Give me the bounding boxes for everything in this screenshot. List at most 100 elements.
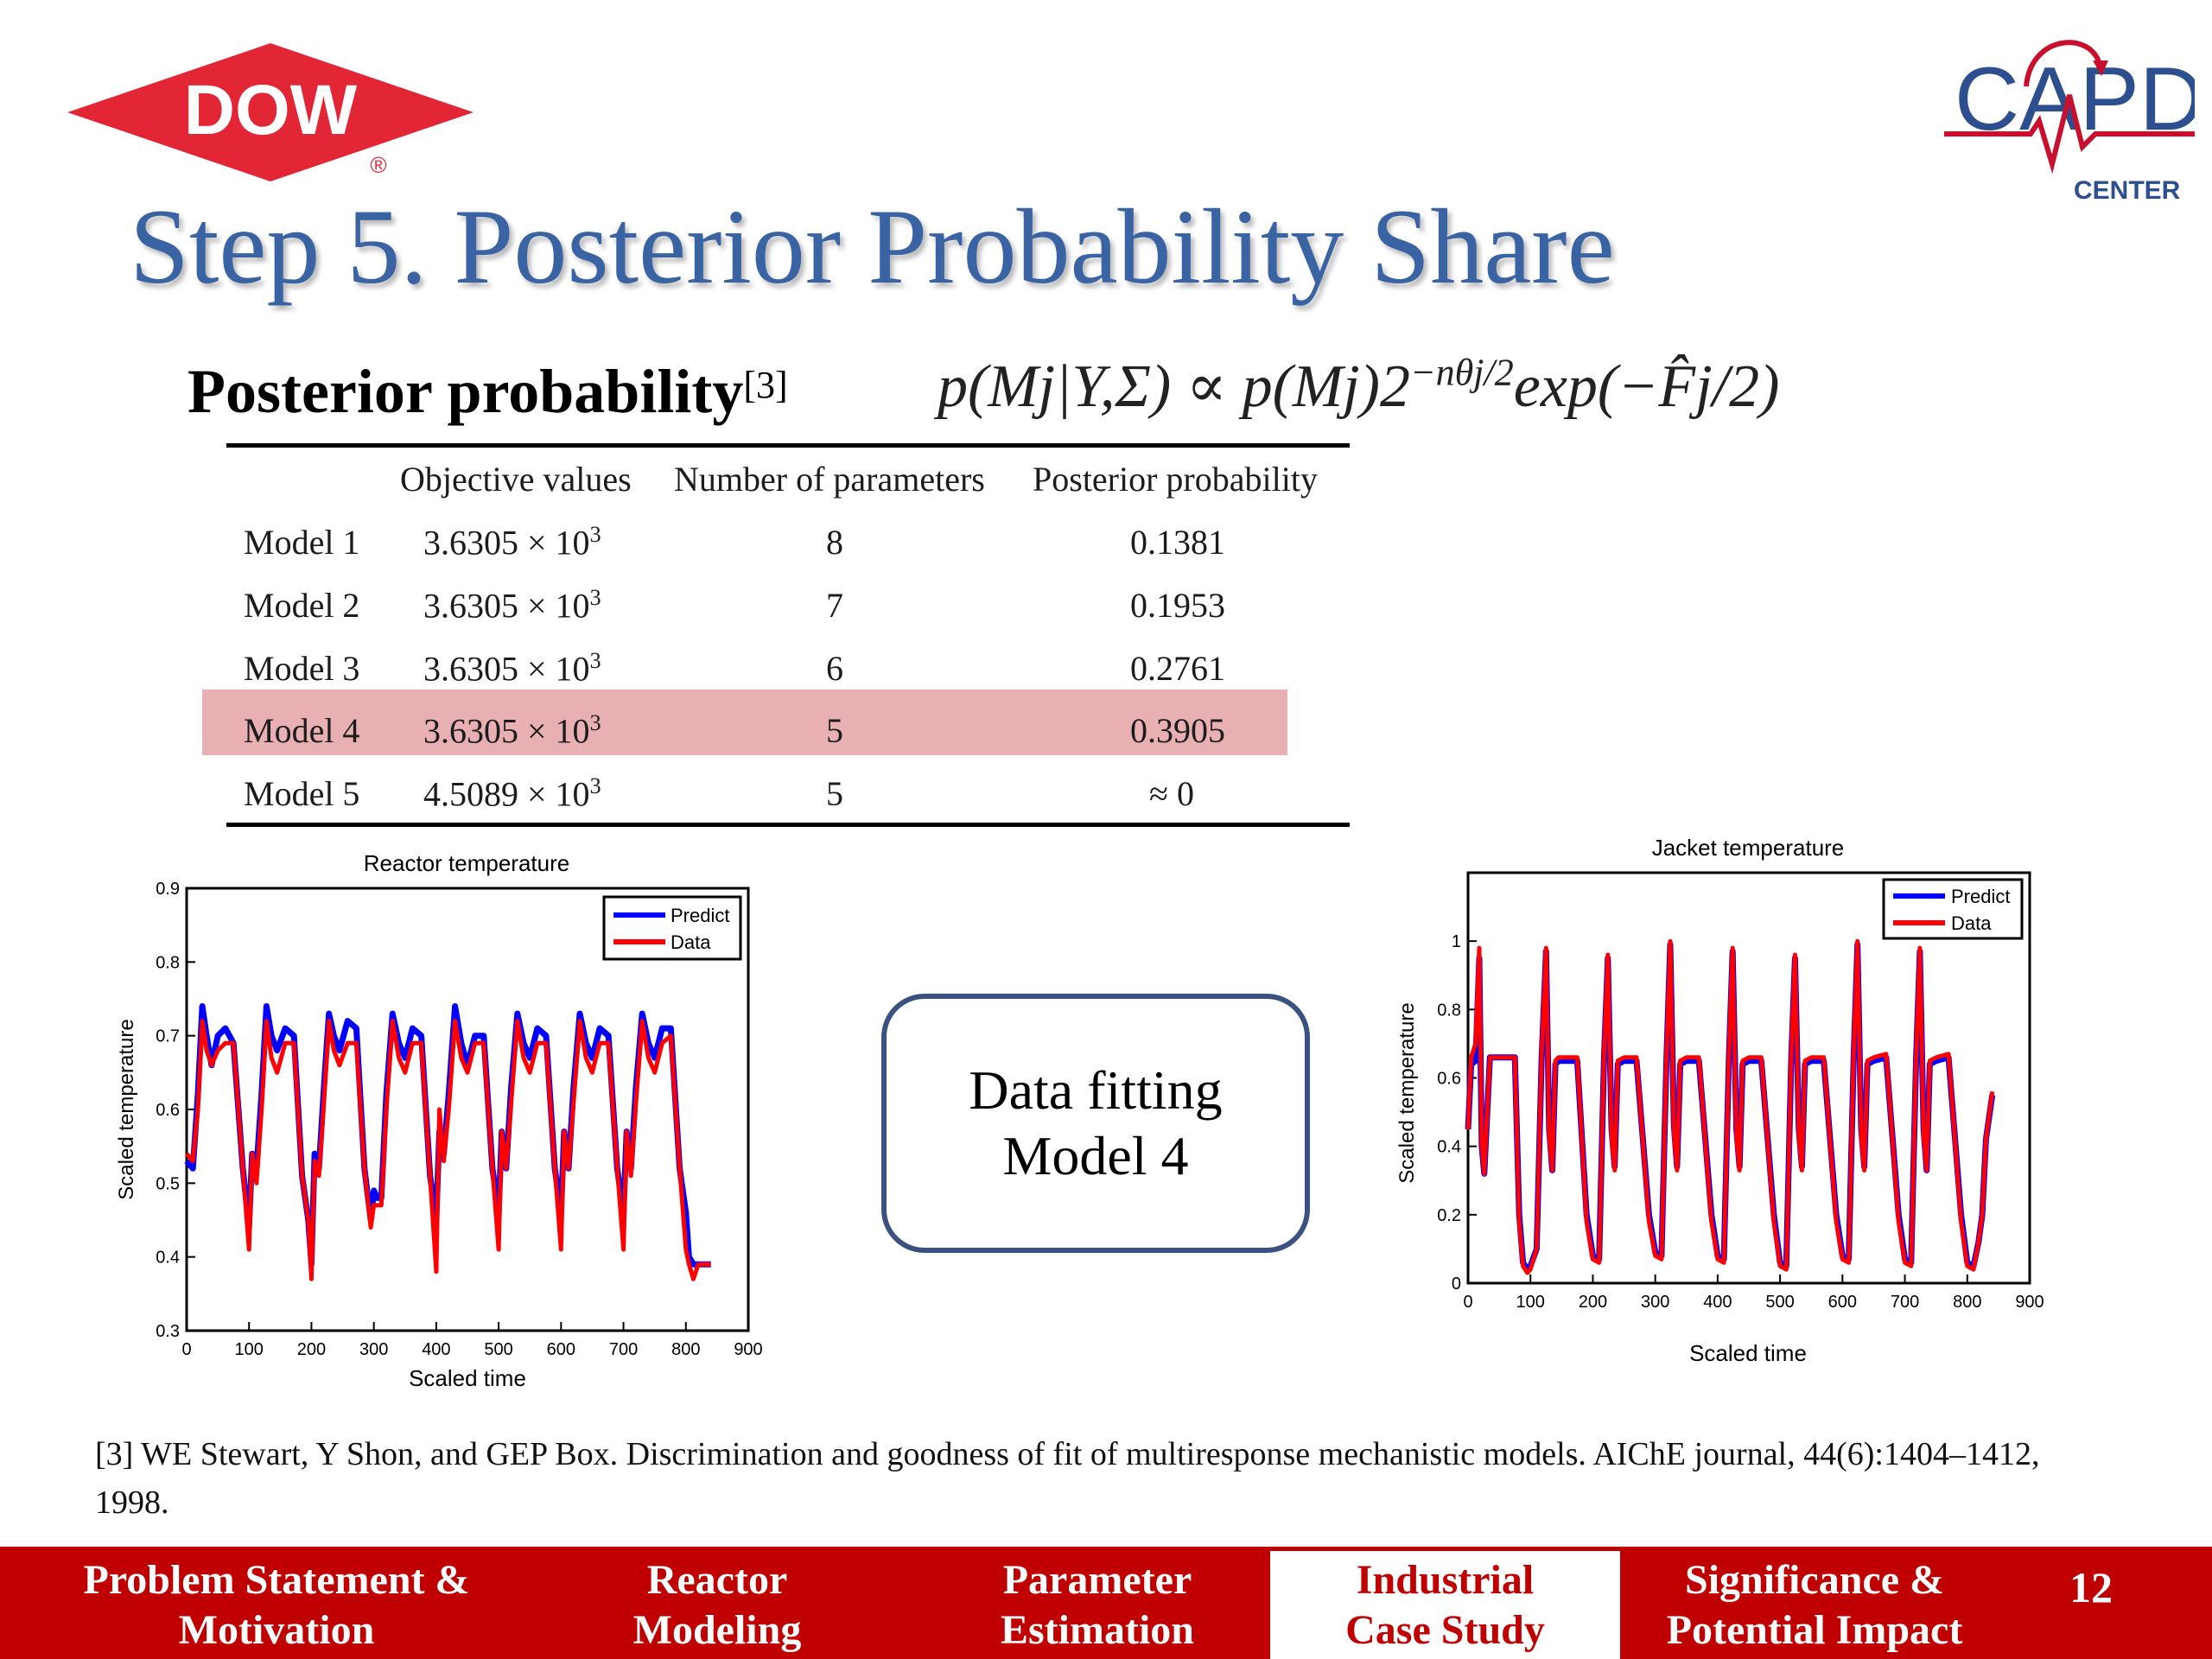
nav-industrial-case-study[interactable]: Industrial Case Study <box>1270 1551 1620 1659</box>
jacket-xtick-label-8: 800 <box>1953 1293 1981 1312</box>
jacket-y-ticks: 0 0.2 0.4 0.6 0.8 1 <box>1437 932 1477 1294</box>
reactor-xtick-label-7: 700 <box>609 1340 638 1359</box>
row5-model: Model 5 <box>244 774 360 813</box>
jacket-ytick-label-0: 0 <box>1452 1274 1461 1294</box>
jacket-xtick-label-3: 300 <box>1641 1293 1669 1312</box>
jacket-ytick-label-4: 0.8 <box>1437 1001 1461 1020</box>
formula-exponent: −nθj/2 <box>1409 351 1514 394</box>
jacket-xtick-label-0: 0 <box>1463 1293 1472 1312</box>
reactor-xtick-label-9: 900 <box>734 1340 762 1359</box>
row1-prob: 0.1381 <box>1130 523 1225 562</box>
reactor-x-ticks: 0 100 200 300 400 500 600 700 800 900 <box>181 1322 763 1359</box>
jacket-plot-area <box>1466 871 2031 1285</box>
reactor-chart-title: Reactor temperature <box>364 850 569 876</box>
footer-bar <box>0 1547 2212 1659</box>
jacket-ytick-label-3: 0.6 <box>1437 1070 1461 1089</box>
row4-prob: 0.3905 <box>1130 711 1225 750</box>
slide-title: Step 5. Posterior Probability Share <box>130 188 1615 306</box>
reactor-ytick-label-2: 0.5 <box>156 1174 180 1193</box>
nav-parameter-estimation[interactable]: Parameter Estimation <box>1000 1556 1194 1653</box>
reactor-x-label: Scaled time <box>409 1365 526 1391</box>
reactor-ytick-label-0: 0.3 <box>156 1322 180 1341</box>
row2-model: Model 2 <box>244 586 360 625</box>
row3-params: 6 <box>826 649 843 688</box>
row5-params: 5 <box>826 774 843 813</box>
jacket-xtick-label-5: 500 <box>1765 1293 1794 1312</box>
jacket-ytick-label-2: 0.4 <box>1437 1138 1461 1157</box>
posterior-formula: p(Mj|Y,Σ) ∝ p(Mj)2−nθj/2exp(−F̂j/2) <box>938 350 1779 422</box>
reactor-xtick-label-0: 0 <box>181 1340 191 1359</box>
header-parameters: Number of parameters <box>674 460 985 499</box>
reactor-ytick-label-4: 0.7 <box>156 1027 180 1046</box>
row2-objective: 3.6305 × 103 <box>423 585 601 626</box>
jacket-xtick-label-6: 600 <box>1828 1293 1857 1312</box>
jacket-temperature-chart: Jacket temperature 0 0.2 0.4 0.6 0.8 1 0 100 20… <box>1395 835 2044 1366</box>
row3-objective: 3.6305 × 103 <box>423 648 601 689</box>
row5-objective: 4.5089 × 103 <box>423 773 601 814</box>
reactor-xtick-label-2: 200 <box>297 1340 326 1359</box>
jacket-legend: Predict Data <box>1882 878 2024 940</box>
row1-params: 8 <box>826 523 843 562</box>
row2-prob: 0.1953 <box>1130 586 1225 625</box>
jacket-series <box>1465 938 1996 1275</box>
nav-problem-statement[interactable]: Problem Statement & Motivation <box>83 1556 470 1653</box>
row3-prob: 0.2761 <box>1130 649 1225 688</box>
formula-main: p(Mj|Y,Σ) ∝ p(Mj)2 <box>938 353 1410 420</box>
jacket-x-ticks: 0 100 200 300 400 500 600 700 800 900 <box>1463 1274 2044 1312</box>
jacket-x-label: Scaled time <box>1689 1340 1807 1366</box>
table-top-rule <box>226 443 1350 448</box>
formula-tail: exp(−F̂j/2) <box>1513 353 1780 420</box>
jacket-ytick-label-1: 0.2 <box>1437 1206 1461 1225</box>
jacket-ytick-label-5: 1 <box>1452 932 1461 951</box>
row4-model: Model 4 <box>244 711 360 750</box>
dow-logo-text: DOW <box>184 71 358 149</box>
reactor-xtick-label-8: 800 <box>671 1340 700 1359</box>
jacket-xtick-label-7: 700 <box>1891 1293 1919 1312</box>
header-probability: Posterior probability <box>1033 460 1318 499</box>
reactor-legend-predict: Predict <box>671 905 729 926</box>
jacket-xtick-label-9: 900 <box>2015 1293 2044 1312</box>
row4-params: 5 <box>826 711 843 750</box>
jacket-series-data <box>1465 938 1995 1275</box>
reference-citation: [3] WE Stewart, Y Shon, and GEP Box. Dis… <box>95 1436 2040 1521</box>
page-number: 12 <box>2069 1563 2113 1611</box>
posterior-label: Posterior probability[3] <box>188 356 788 428</box>
nav-reactor-modeling[interactable]: Reactor Modeling <box>632 1556 802 1653</box>
fit-box-line1: Data fitting <box>969 1059 1223 1121</box>
row3-model: Model 3 <box>244 649 360 688</box>
row4-objective: 3.6305 × 103 <box>423 710 601 751</box>
jacket-legend-data: Data <box>1951 912 1992 934</box>
reactor-xtick-label-3: 300 <box>359 1340 388 1359</box>
row2-params: 7 <box>826 586 843 625</box>
posterior-citation: [3] <box>743 364 788 406</box>
reactor-ytick-label-1: 0.4 <box>156 1249 180 1268</box>
reactor-ytick-label-5: 0.8 <box>156 953 180 972</box>
jacket-xtick-label-2: 200 <box>1579 1293 1607 1312</box>
row1-objective: 3.6305 × 103 <box>423 522 601 563</box>
jacket-y-label: Scaled temperature <box>1395 1002 1419 1183</box>
row1-model: Model 1 <box>244 523 360 562</box>
jacket-chart-title: Jacket temperature <box>1652 835 1845 861</box>
row5-prob: ≈ 0 <box>1149 774 1194 813</box>
reactor-ytick-label-6: 0.9 <box>156 880 180 899</box>
posterior-label-text: Posterior probability <box>188 357 744 426</box>
header-objective: Objective values <box>400 460 632 499</box>
dow-registered-mark: ® <box>370 152 386 178</box>
reactor-temperature-chart: Reactor temperature 0.3 0.4 0.5 0.6 0.7 0.8 0.… <box>115 850 763 1391</box>
capd-logo-subtext: CENTER <box>2074 176 2181 205</box>
reactor-legend: Predict Data <box>602 895 742 961</box>
reactor-xtick-label-1: 100 <box>235 1340 264 1359</box>
reactor-plot-area <box>185 887 750 1332</box>
jacket-legend-predict: Predict <box>1951 886 2010 907</box>
fit-box-line2: Model 4 <box>1002 1125 1189 1186</box>
reactor-ytick-label-3: 0.6 <box>156 1101 180 1120</box>
data-fitting-callout: Data fitting Model 4 <box>881 994 1310 1253</box>
table-bottom-rule <box>226 823 1350 827</box>
reactor-y-label: Scaled temperature <box>115 1019 138 1199</box>
jacket-xtick-label-4: 400 <box>1703 1293 1732 1312</box>
reactor-legend-data: Data <box>671 931 711 953</box>
dow-logo: DOW ® <box>67 43 474 181</box>
jacket-xtick-label-1: 100 <box>1516 1293 1545 1312</box>
highlighted-row <box>202 690 1287 755</box>
nav-significance-impact[interactable]: Significance & Potential Impact <box>1666 1556 1963 1653</box>
